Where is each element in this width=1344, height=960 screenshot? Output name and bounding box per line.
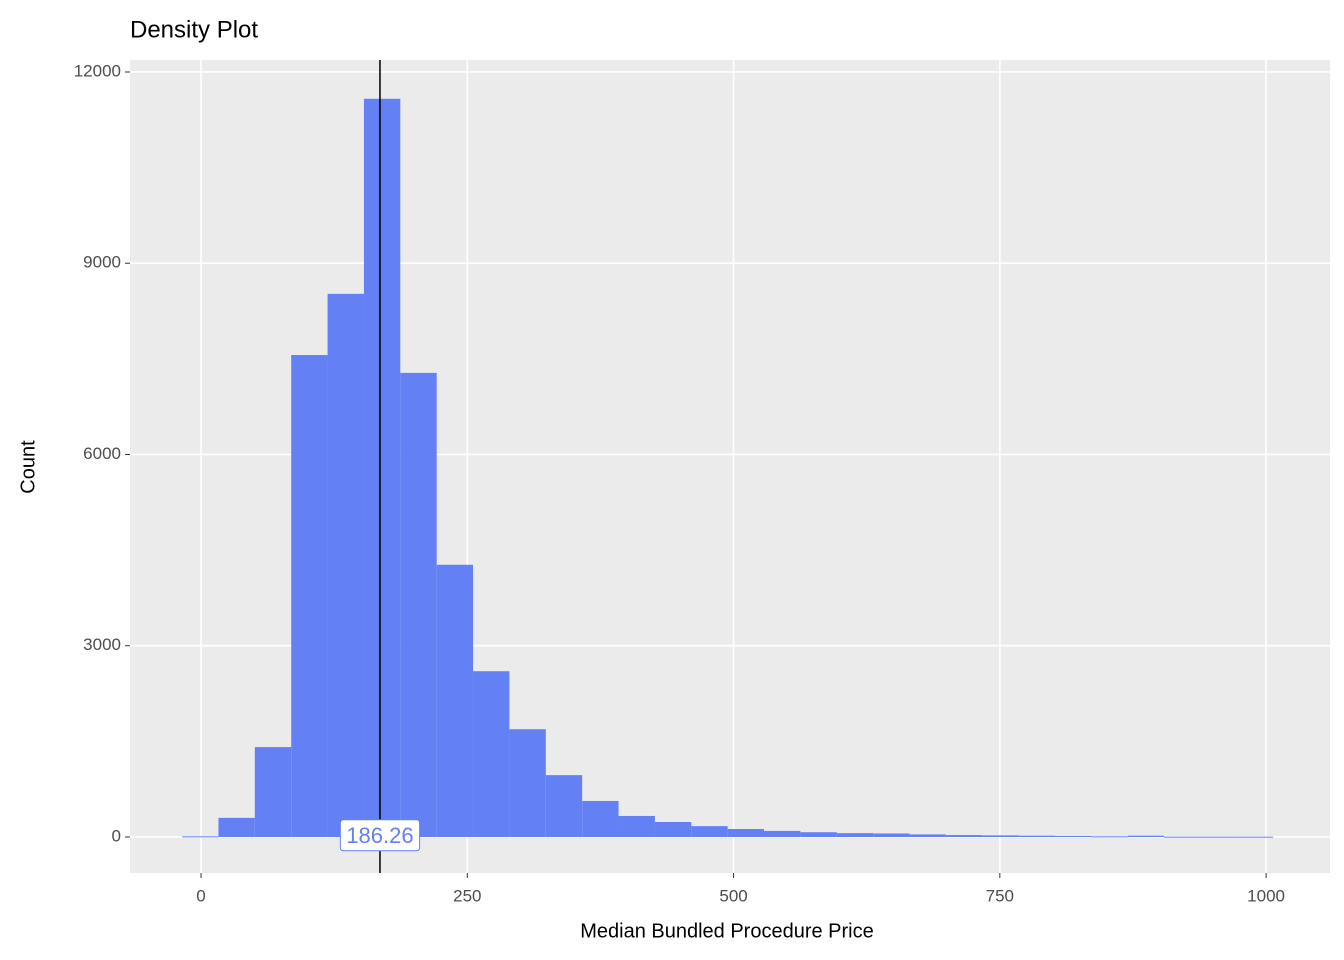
bar [291,355,328,837]
y-tick-label: 0 [112,826,121,845]
bar [473,671,510,837]
bar [654,822,692,837]
bar [1018,835,1056,837]
bar [1127,835,1165,837]
bar [182,836,219,838]
bar [1236,836,1274,838]
bar [363,98,401,837]
bar [836,833,874,837]
y-tick-label: 3000 [83,635,121,654]
marks [182,98,1274,838]
bar [1055,836,1092,838]
x-tick-label: 500 [719,886,747,905]
bar [1200,836,1237,838]
x-tick-label: 250 [453,886,481,905]
x-tick-label: 0 [196,886,205,905]
y-axis-label: Count [17,440,39,494]
annotation-box [339,819,421,852]
x-axis-label: Median Bundled Procedure Price [580,920,874,942]
bar [764,830,801,837]
y-tick-label: 12000 [74,61,121,80]
bar [218,817,255,837]
bar [400,372,437,837]
x-tick-label: 750 [986,886,1014,905]
x-tick-label: 1000 [1247,886,1285,905]
y-tick-label: 9000 [83,253,121,272]
bar [873,833,910,837]
annotation: 186.26 [346,823,413,848]
bar [327,293,364,837]
bar [436,564,474,837]
bar [618,815,655,837]
bar [582,800,619,837]
y-tick-label: 6000 [83,444,121,463]
bar [1164,836,1201,838]
bar [691,826,728,837]
bar [254,747,292,837]
bar [945,835,983,837]
bar [1091,836,1128,838]
bar [545,775,583,837]
bar [982,835,1019,837]
bar [509,729,546,837]
bar [727,829,765,837]
bar [800,832,837,837]
bar [909,834,946,837]
chart-title: Density Plot [130,16,258,43]
